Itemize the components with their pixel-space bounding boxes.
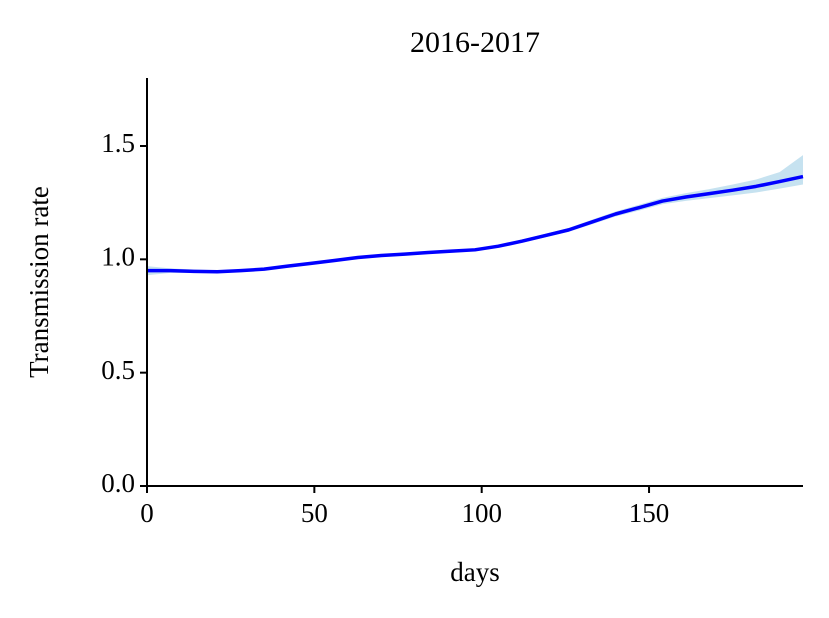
line: [147, 174, 804, 274]
y-tick-label: 0.0: [101, 468, 135, 498]
y-tick-label: 1.0: [101, 242, 135, 272]
x-axis-label: days: [450, 557, 500, 587]
x-tick-label: 150: [629, 498, 670, 528]
chart-title: 2016-2017: [410, 26, 540, 59]
x-tick-label: 100: [461, 498, 502, 528]
confidence-band: [147, 155, 803, 276]
y-axis-label: Transmission rate: [24, 186, 54, 378]
y-tick-label: 0.5: [101, 355, 135, 385]
x-tick-label: 50: [301, 498, 328, 528]
y-tick-label: 1.5: [101, 128, 135, 158]
x-tick-label: 0: [140, 498, 154, 528]
